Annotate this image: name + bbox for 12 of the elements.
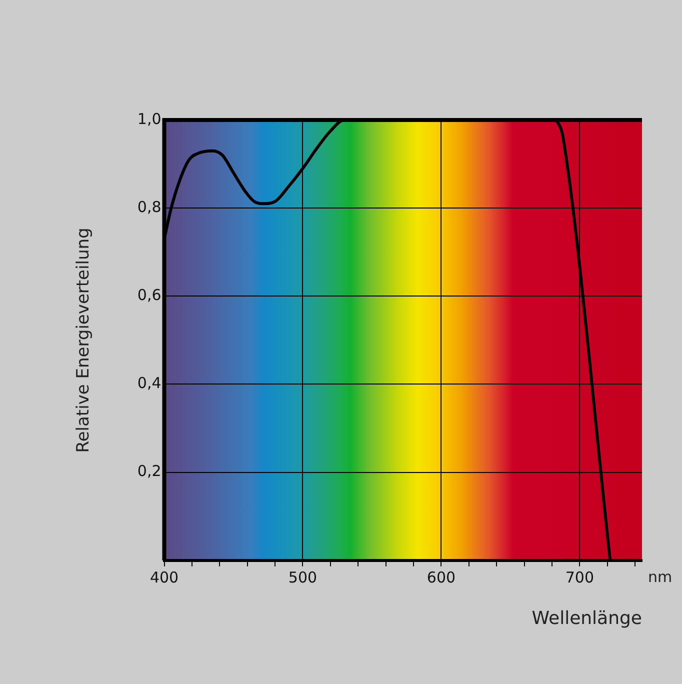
text: nm xyxy=(648,568,672,586)
x-tick-label: 700 xyxy=(565,568,594,586)
y-tick-label: 0,8 xyxy=(137,198,162,216)
x-tick-label: 500 xyxy=(288,568,318,586)
y-axis-title: Relative Energieverteilung xyxy=(74,228,94,453)
y-tick-label: 0,6 xyxy=(137,286,162,304)
y-tick-label: 0,4 xyxy=(137,374,162,392)
x-axis-title: Wellenlänge xyxy=(532,608,642,629)
y-tick-label: 1,0 xyxy=(137,110,162,128)
x-tick-label: 400 xyxy=(150,568,179,586)
y-tick-label: 0,2 xyxy=(137,462,162,480)
x-tick-label: 600 xyxy=(426,568,456,586)
